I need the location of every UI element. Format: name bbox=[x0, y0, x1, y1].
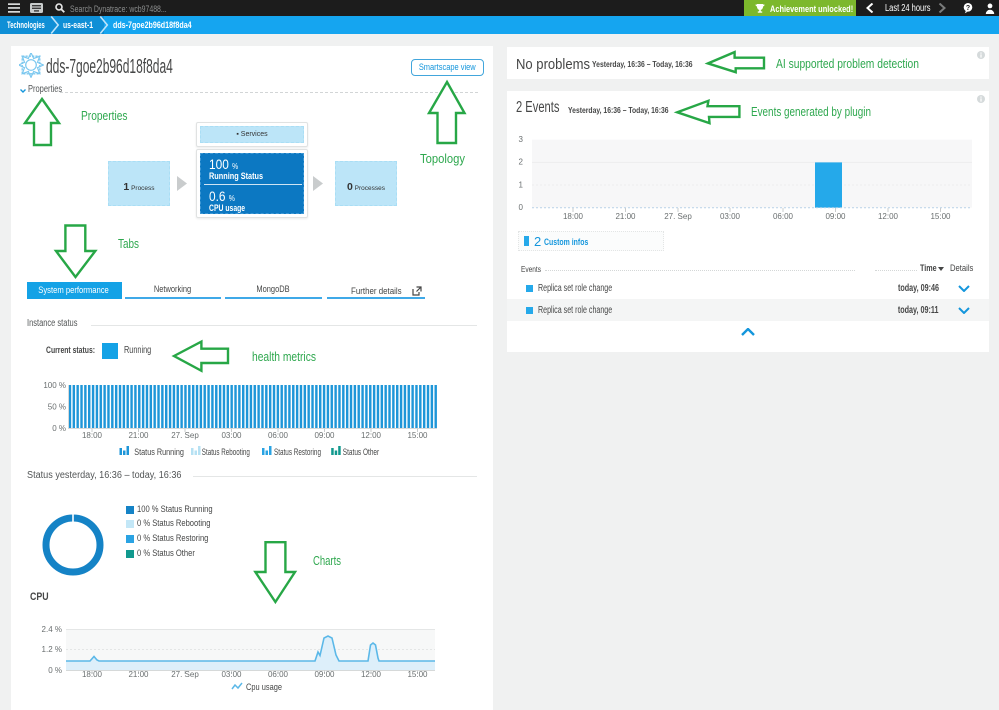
svg-text:?: ? bbox=[966, 5, 970, 12]
svg-text:Status Running: Status Running bbox=[134, 447, 184, 458]
svg-text:27. Sep: 27. Sep bbox=[171, 670, 199, 679]
svg-text:100 %: 100 % bbox=[43, 381, 66, 390]
svg-text:50 %: 50 % bbox=[48, 403, 66, 412]
svg-text:21:00: 21:00 bbox=[128, 670, 149, 679]
svg-text:21:00: 21:00 bbox=[615, 212, 636, 221]
svg-text:03:00: 03:00 bbox=[720, 212, 741, 221]
svg-text:Status Restoring: Status Restoring bbox=[274, 447, 321, 458]
svg-text:1: 1 bbox=[519, 180, 524, 189]
svg-text:15:00: 15:00 bbox=[407, 670, 428, 679]
svg-text:0 %: 0 % bbox=[52, 424, 66, 433]
svg-text:Cpu usage: Cpu usage bbox=[246, 682, 282, 693]
svg-text:12:00: 12:00 bbox=[878, 212, 899, 221]
svg-text:0 %: 0 % bbox=[48, 666, 62, 675]
svg-text:06:00: 06:00 bbox=[268, 431, 289, 440]
svg-text:12:00: 12:00 bbox=[361, 670, 382, 679]
svg-text:06:00: 06:00 bbox=[773, 212, 794, 221]
svg-text:27. Sep: 27. Sep bbox=[171, 431, 199, 440]
svg-text:Status Other: Status Other bbox=[343, 447, 379, 458]
svg-text:09:00: 09:00 bbox=[825, 212, 846, 221]
svg-text:06:00: 06:00 bbox=[268, 670, 289, 679]
svg-text:27. Sep: 27. Sep bbox=[664, 212, 692, 221]
svg-text:15:00: 15:00 bbox=[930, 212, 951, 221]
svg-text:2.4 %: 2.4 % bbox=[42, 625, 62, 634]
svg-text:Status Rebooting: Status Rebooting bbox=[202, 447, 250, 458]
svg-text:15:00: 15:00 bbox=[407, 431, 428, 440]
svg-text:18:00: 18:00 bbox=[563, 212, 584, 221]
svg-text:12:00: 12:00 bbox=[361, 431, 382, 440]
svg-text:0: 0 bbox=[519, 203, 524, 212]
svg-text:21:00: 21:00 bbox=[128, 431, 149, 440]
svg-text:03:00: 03:00 bbox=[221, 431, 242, 440]
svg-text:1.2 %: 1.2 % bbox=[42, 645, 62, 654]
svg-text:2: 2 bbox=[519, 158, 524, 167]
svg-text:09:00: 09:00 bbox=[314, 670, 335, 679]
svg-text:3: 3 bbox=[519, 135, 524, 144]
svg-text:18:00: 18:00 bbox=[82, 670, 103, 679]
svg-text:09:00: 09:00 bbox=[314, 431, 335, 440]
svg-text:18:00: 18:00 bbox=[82, 431, 103, 440]
svg-text:03:00: 03:00 bbox=[221, 670, 242, 679]
